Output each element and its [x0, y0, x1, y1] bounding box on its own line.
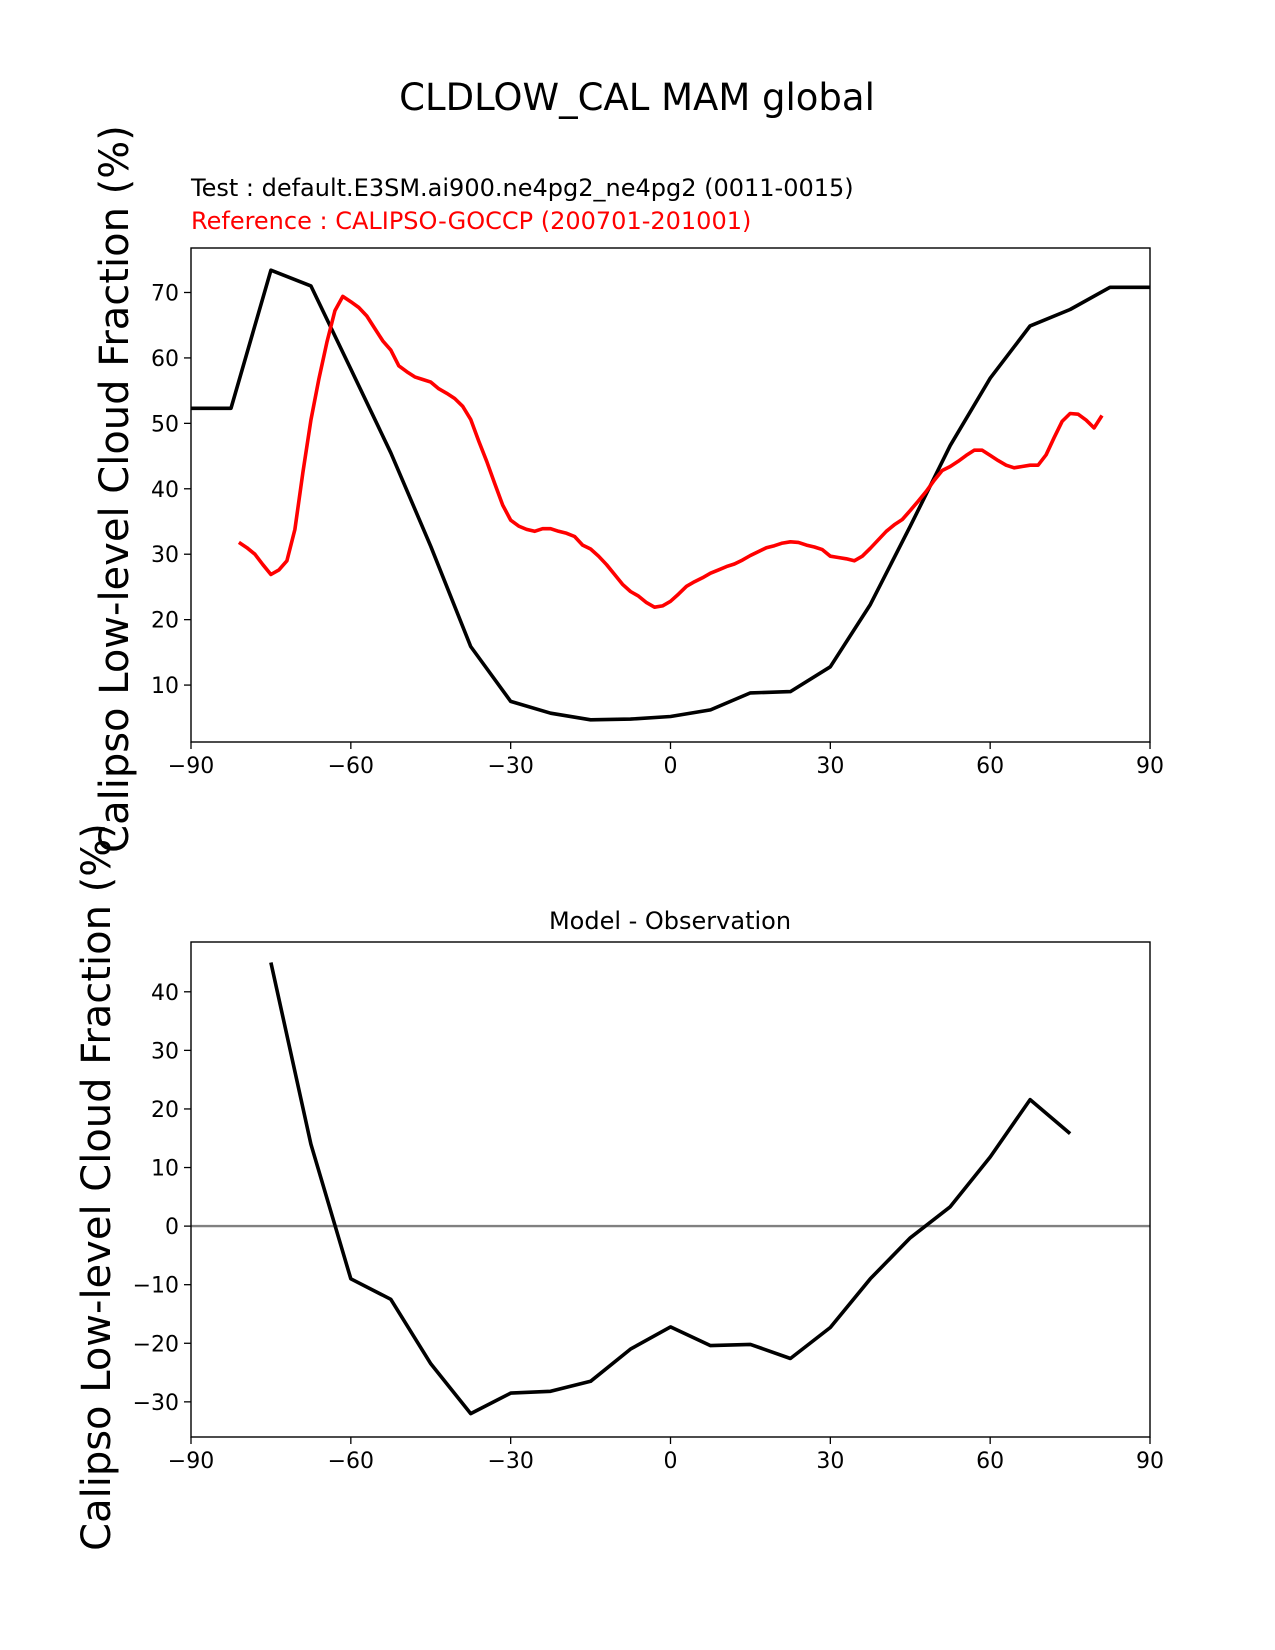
x-tick-label: −90 [168, 754, 214, 779]
x-tick-label: 90 [1136, 1449, 1164, 1474]
x-tick-label: 30 [816, 754, 844, 779]
y-tick-label: 30 [151, 543, 179, 568]
y-tick-label: −20 [133, 1332, 179, 1357]
top-plot-area [191, 268, 1150, 722]
reference-series-line [237, 294, 1104, 610]
reference-title: Reference : CALIPSO-GOCCP (200701-201001… [191, 207, 751, 235]
bottom-x-axis: −90 −60 −30 0 30 60 90 [168, 1437, 1164, 1474]
x-tick-label: −90 [168, 1449, 214, 1474]
x-tick-label: −30 [487, 754, 533, 779]
bottom-plot-area [269, 962, 1072, 1416]
bottom-y-axis-title: Calipso Low-level Cloud Fraction (%) [74, 823, 120, 1551]
x-tick-label: 0 [664, 754, 678, 779]
figure-title: CLDLOW_CAL MAM global [399, 76, 875, 119]
top-axes-frame [190, 247, 1151, 743]
test-title: Test : default.E3SM.ai900.ne4pg2_ne4pg2 … [190, 174, 854, 202]
top-x-axis: −90 −60 −30 0 30 60 90 [168, 742, 1164, 779]
x-tick-label: 60 [976, 754, 1004, 779]
difference-series-line [269, 962, 1072, 1416]
top-panel: Test : default.E3SM.ai900.ne4pg2_ne4pg2 … [92, 125, 1164, 853]
bottom-axes-frame [190, 941, 1151, 1438]
y-tick-label: −30 [133, 1391, 179, 1416]
x-tick-label: 60 [976, 1449, 1004, 1474]
y-tick-label: 10 [151, 674, 179, 699]
top-y-axis-title: Calipso Low-level Cloud Fraction (%) [92, 125, 138, 853]
y-tick-label: 30 [151, 1039, 179, 1064]
y-tick-label: 20 [151, 1098, 179, 1123]
x-tick-label: 90 [1136, 754, 1164, 779]
y-tick-label: 0 [165, 1215, 179, 1240]
y-tick-label: 10 [151, 1157, 179, 1182]
y-tick-label: 40 [151, 478, 179, 503]
y-tick-label: −10 [133, 1274, 179, 1299]
y-tick-label: 50 [151, 412, 179, 437]
bottom-y-axis: −30 −20 −10 0 10 20 30 40 [133, 981, 191, 1416]
x-tick-label: 0 [664, 1449, 678, 1474]
top-y-axis: 10 20 30 40 50 60 70 [151, 281, 191, 699]
x-tick-label: −60 [328, 754, 374, 779]
y-tick-label: 40 [151, 981, 179, 1006]
y-tick-label: 60 [151, 347, 179, 372]
bottom-panel: Model - Observation Calipso Low-level Cl… [74, 823, 1164, 1551]
test-series-line [191, 268, 1150, 722]
y-tick-label: 20 [151, 609, 179, 634]
x-tick-label: −60 [328, 1449, 374, 1474]
difference-title: Model - Observation [549, 907, 791, 935]
y-tick-label: 70 [151, 281, 179, 306]
x-tick-label: 30 [816, 1449, 844, 1474]
x-tick-label: −30 [487, 1449, 533, 1474]
